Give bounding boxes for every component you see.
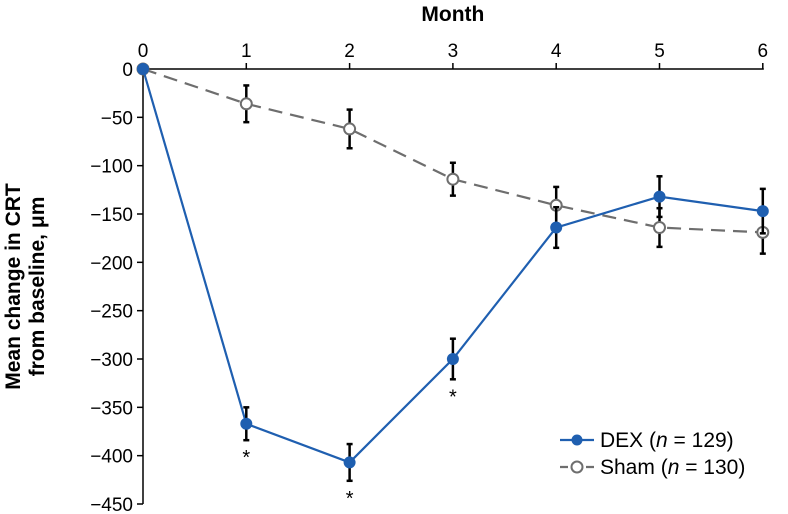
x-axis-title: Month [421,3,484,26]
y-tick-label: −50 [101,108,133,129]
y-tick-label: −400 [90,447,133,468]
data-point [446,353,459,365]
y-ticks: 0 −50 −100 −150 −200 −250 −300 −350 −400 −450 [90,60,143,514]
legend-label: Sham (n = 130) [600,456,745,479]
data-point [343,456,356,469]
y-tick-label: −200 [90,253,133,274]
legend-item-dex: DEX (n = 129) [560,429,734,452]
y-tick-label: −100 [90,157,133,178]
data-point [446,172,460,186]
legend-marker [571,434,583,446]
x-tick-label: 4 [551,41,562,62]
data-point [756,205,769,218]
x-tick-label: 5 [654,41,665,62]
series-line-sham [142,67,763,234]
significance-marker: * [346,488,354,510]
y-tick-label: −350 [90,398,133,419]
x-tick-label: 0 [138,41,149,62]
data-point [239,97,253,111]
data-point [653,221,666,235]
data-point [343,122,357,136]
y-tick-label: −150 [90,205,133,226]
significance-marker: * [242,447,250,469]
x-tick-label: 2 [344,41,355,62]
data-point [240,417,253,430]
legend: DEX (n = 129) Sham (n = 130) [560,429,745,479]
y-tick-label: 0 [122,60,133,81]
data-point [653,190,666,203]
y-axis-title-line-1: Mean change in CRT [2,183,25,390]
y-tick-label: −250 [90,302,133,323]
y-tick-label: −450 [90,495,133,514]
y-axis-title: Mean change in CRT from baseline, μm [2,183,49,390]
data-point [137,63,149,75]
series-dex: * * * [137,63,769,510]
x-ticks: 0 1 2 3 4 5 6 [138,41,768,69]
legend-item-sham: Sham (n = 130) [560,456,745,479]
significance-marker: * [449,386,457,408]
x-tick-label: 3 [448,41,459,62]
x-tick-label: 6 [758,41,769,62]
legend-marker [570,460,584,474]
y-tick-label: −300 [90,350,133,371]
x-tick-label: 1 [241,41,252,62]
legend-label: DEX (n = 129) [600,429,734,452]
data-point [550,221,563,234]
series-sham [136,62,770,255]
y-axis-title-line-2: from baseline, μm [26,197,49,377]
series-layer: * * * [136,62,770,510]
